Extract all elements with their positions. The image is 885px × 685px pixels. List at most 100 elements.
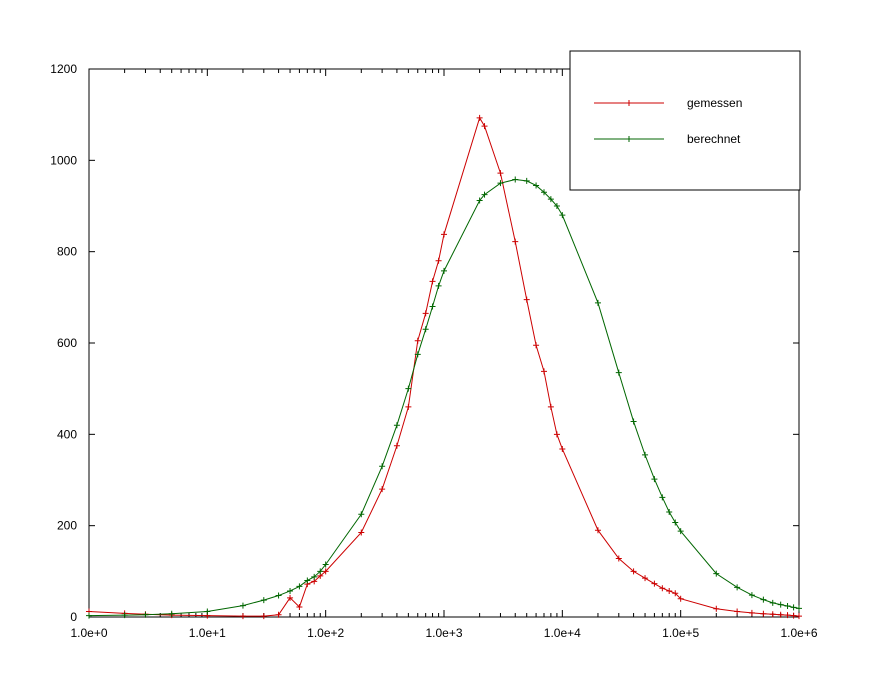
x-tick-label: 1.0e+4 xyxy=(544,626,581,640)
series-line xyxy=(88,116,800,617)
series-gemessen xyxy=(86,114,802,620)
data-point xyxy=(559,445,566,452)
data-point xyxy=(553,203,560,209)
data-point xyxy=(541,368,548,375)
data-point xyxy=(760,596,767,603)
y-tick-label: 400 xyxy=(57,427,77,441)
y-tick-label: 1000 xyxy=(50,153,77,167)
data-point xyxy=(296,583,303,590)
data-point xyxy=(659,585,666,592)
data-point xyxy=(594,299,601,306)
data-point xyxy=(405,403,412,410)
data-point xyxy=(533,182,540,189)
y-tick-label: 200 xyxy=(57,519,77,533)
data-point xyxy=(713,605,720,612)
data-point xyxy=(311,573,318,580)
data-point xyxy=(523,296,530,303)
series-berechnet xyxy=(86,176,802,619)
data-point xyxy=(790,612,797,619)
data-point xyxy=(533,342,540,349)
data-point xyxy=(784,612,791,619)
y-tick-label: 1200 xyxy=(50,62,77,76)
data-point xyxy=(553,431,560,438)
data-point xyxy=(677,528,684,535)
data-point xyxy=(168,610,175,617)
data-point xyxy=(677,595,684,602)
data-point xyxy=(777,601,784,608)
data-point xyxy=(358,511,365,518)
data-point xyxy=(642,451,649,458)
data-point xyxy=(204,608,211,615)
legend-box xyxy=(569,50,801,191)
data-point xyxy=(559,212,566,219)
data-point xyxy=(748,609,755,616)
x-tick-label: 1.0e+3 xyxy=(425,626,462,640)
y-tick-label: 0 xyxy=(70,610,77,624)
data-point xyxy=(260,613,267,620)
data-point xyxy=(429,278,436,285)
legend-items: gemessen berechnet xyxy=(594,96,742,146)
data-point xyxy=(630,568,637,575)
data-point xyxy=(476,197,483,204)
legend-label: gemessen xyxy=(687,96,742,110)
x-tick-label: 1.0e+5 xyxy=(662,626,699,640)
y-tick-label: 800 xyxy=(57,245,77,259)
data-point xyxy=(615,369,622,376)
data-point xyxy=(441,267,447,274)
data-point xyxy=(393,422,400,429)
data-point xyxy=(476,114,483,121)
data-point xyxy=(784,603,791,610)
data-point xyxy=(239,613,246,620)
data-point xyxy=(594,527,601,534)
axis-tick-labels: 0 200 400 600 800 1000 1200 1.0e+0 1.0e+1 1.0e+2 1… xyxy=(50,62,818,640)
data-point xyxy=(790,604,797,611)
data-point xyxy=(481,191,488,198)
data-point xyxy=(659,494,666,501)
data-point xyxy=(414,337,421,344)
data-point xyxy=(748,592,755,599)
data-point xyxy=(275,611,282,618)
data-point xyxy=(260,597,267,604)
data-point xyxy=(435,282,442,289)
legend: gemessen berechnet xyxy=(569,50,801,191)
data-point xyxy=(414,351,421,358)
legend-item-berechnet: berechnet xyxy=(594,132,741,146)
data-point xyxy=(275,592,282,599)
data-point xyxy=(142,611,149,618)
y-tick-label: 600 xyxy=(57,336,77,350)
data-point xyxy=(497,180,504,187)
data-point xyxy=(547,403,554,410)
data-point xyxy=(497,170,504,177)
data-point xyxy=(672,519,679,526)
data-point xyxy=(672,590,679,597)
data-point xyxy=(734,608,741,615)
data-point xyxy=(322,561,329,568)
data-point xyxy=(379,486,386,493)
data-point xyxy=(422,326,429,333)
data-point xyxy=(769,599,776,606)
data-point xyxy=(760,610,767,617)
x-tick-label: 1.0e+0 xyxy=(70,626,107,640)
data-point xyxy=(523,177,530,184)
data-point xyxy=(429,303,436,310)
data-point xyxy=(713,570,720,577)
data-point xyxy=(666,587,673,594)
legend-item-gemessen: gemessen xyxy=(594,96,742,110)
series-layer xyxy=(86,114,802,620)
legend-label: berechnet xyxy=(687,132,741,146)
data-point xyxy=(379,463,386,470)
x-tick-label: 1.0e+1 xyxy=(189,626,226,640)
data-point xyxy=(512,176,519,183)
data-point xyxy=(777,611,784,618)
data-point xyxy=(287,594,294,601)
data-point xyxy=(296,603,303,610)
series-line xyxy=(88,179,800,617)
data-point xyxy=(642,575,649,582)
data-point xyxy=(121,612,128,619)
data-point xyxy=(651,580,658,587)
data-point xyxy=(287,587,294,594)
legend-marker xyxy=(626,100,632,106)
data-point xyxy=(322,568,329,575)
data-point xyxy=(512,238,519,245)
